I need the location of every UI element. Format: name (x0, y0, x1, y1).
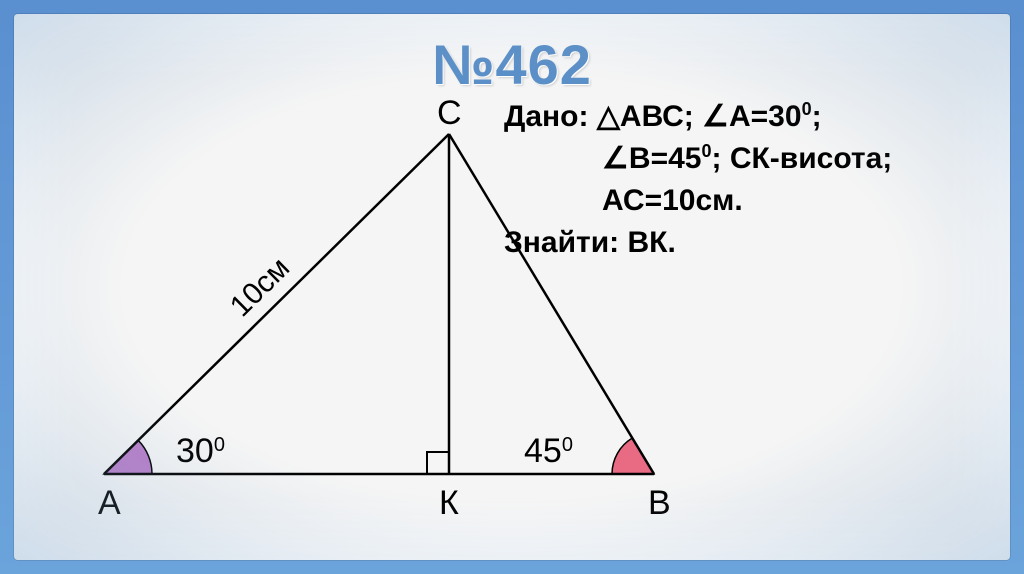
problem-number: №462 (432, 32, 592, 97)
side-ac (104, 134, 449, 474)
side-ac-length: 10см (224, 251, 296, 323)
geometry-diagram: АКВС10см300450 (54, 114, 814, 534)
angle-b-arc (612, 438, 654, 474)
slide-frame: №462 Дано: △АВС; ∠А=300; ∠В=450; СК-висо… (0, 0, 1024, 574)
angle-a-value: 300 (176, 432, 225, 470)
side-bc (449, 134, 654, 474)
angle-a-arc (104, 440, 152, 474)
vertex-a-label: А (98, 484, 121, 522)
right-angle-marker (427, 452, 449, 474)
vertex-c-label: С (437, 94, 462, 132)
diagram-container: АКВС10см300450 (54, 114, 814, 534)
vertex-b-label: В (648, 484, 671, 522)
slide-inner: №462 Дано: △АВС; ∠А=300; ∠В=450; СК-висо… (14, 14, 1010, 560)
angle-b-value: 450 (524, 432, 573, 470)
vertex-k-label: К (439, 484, 459, 522)
